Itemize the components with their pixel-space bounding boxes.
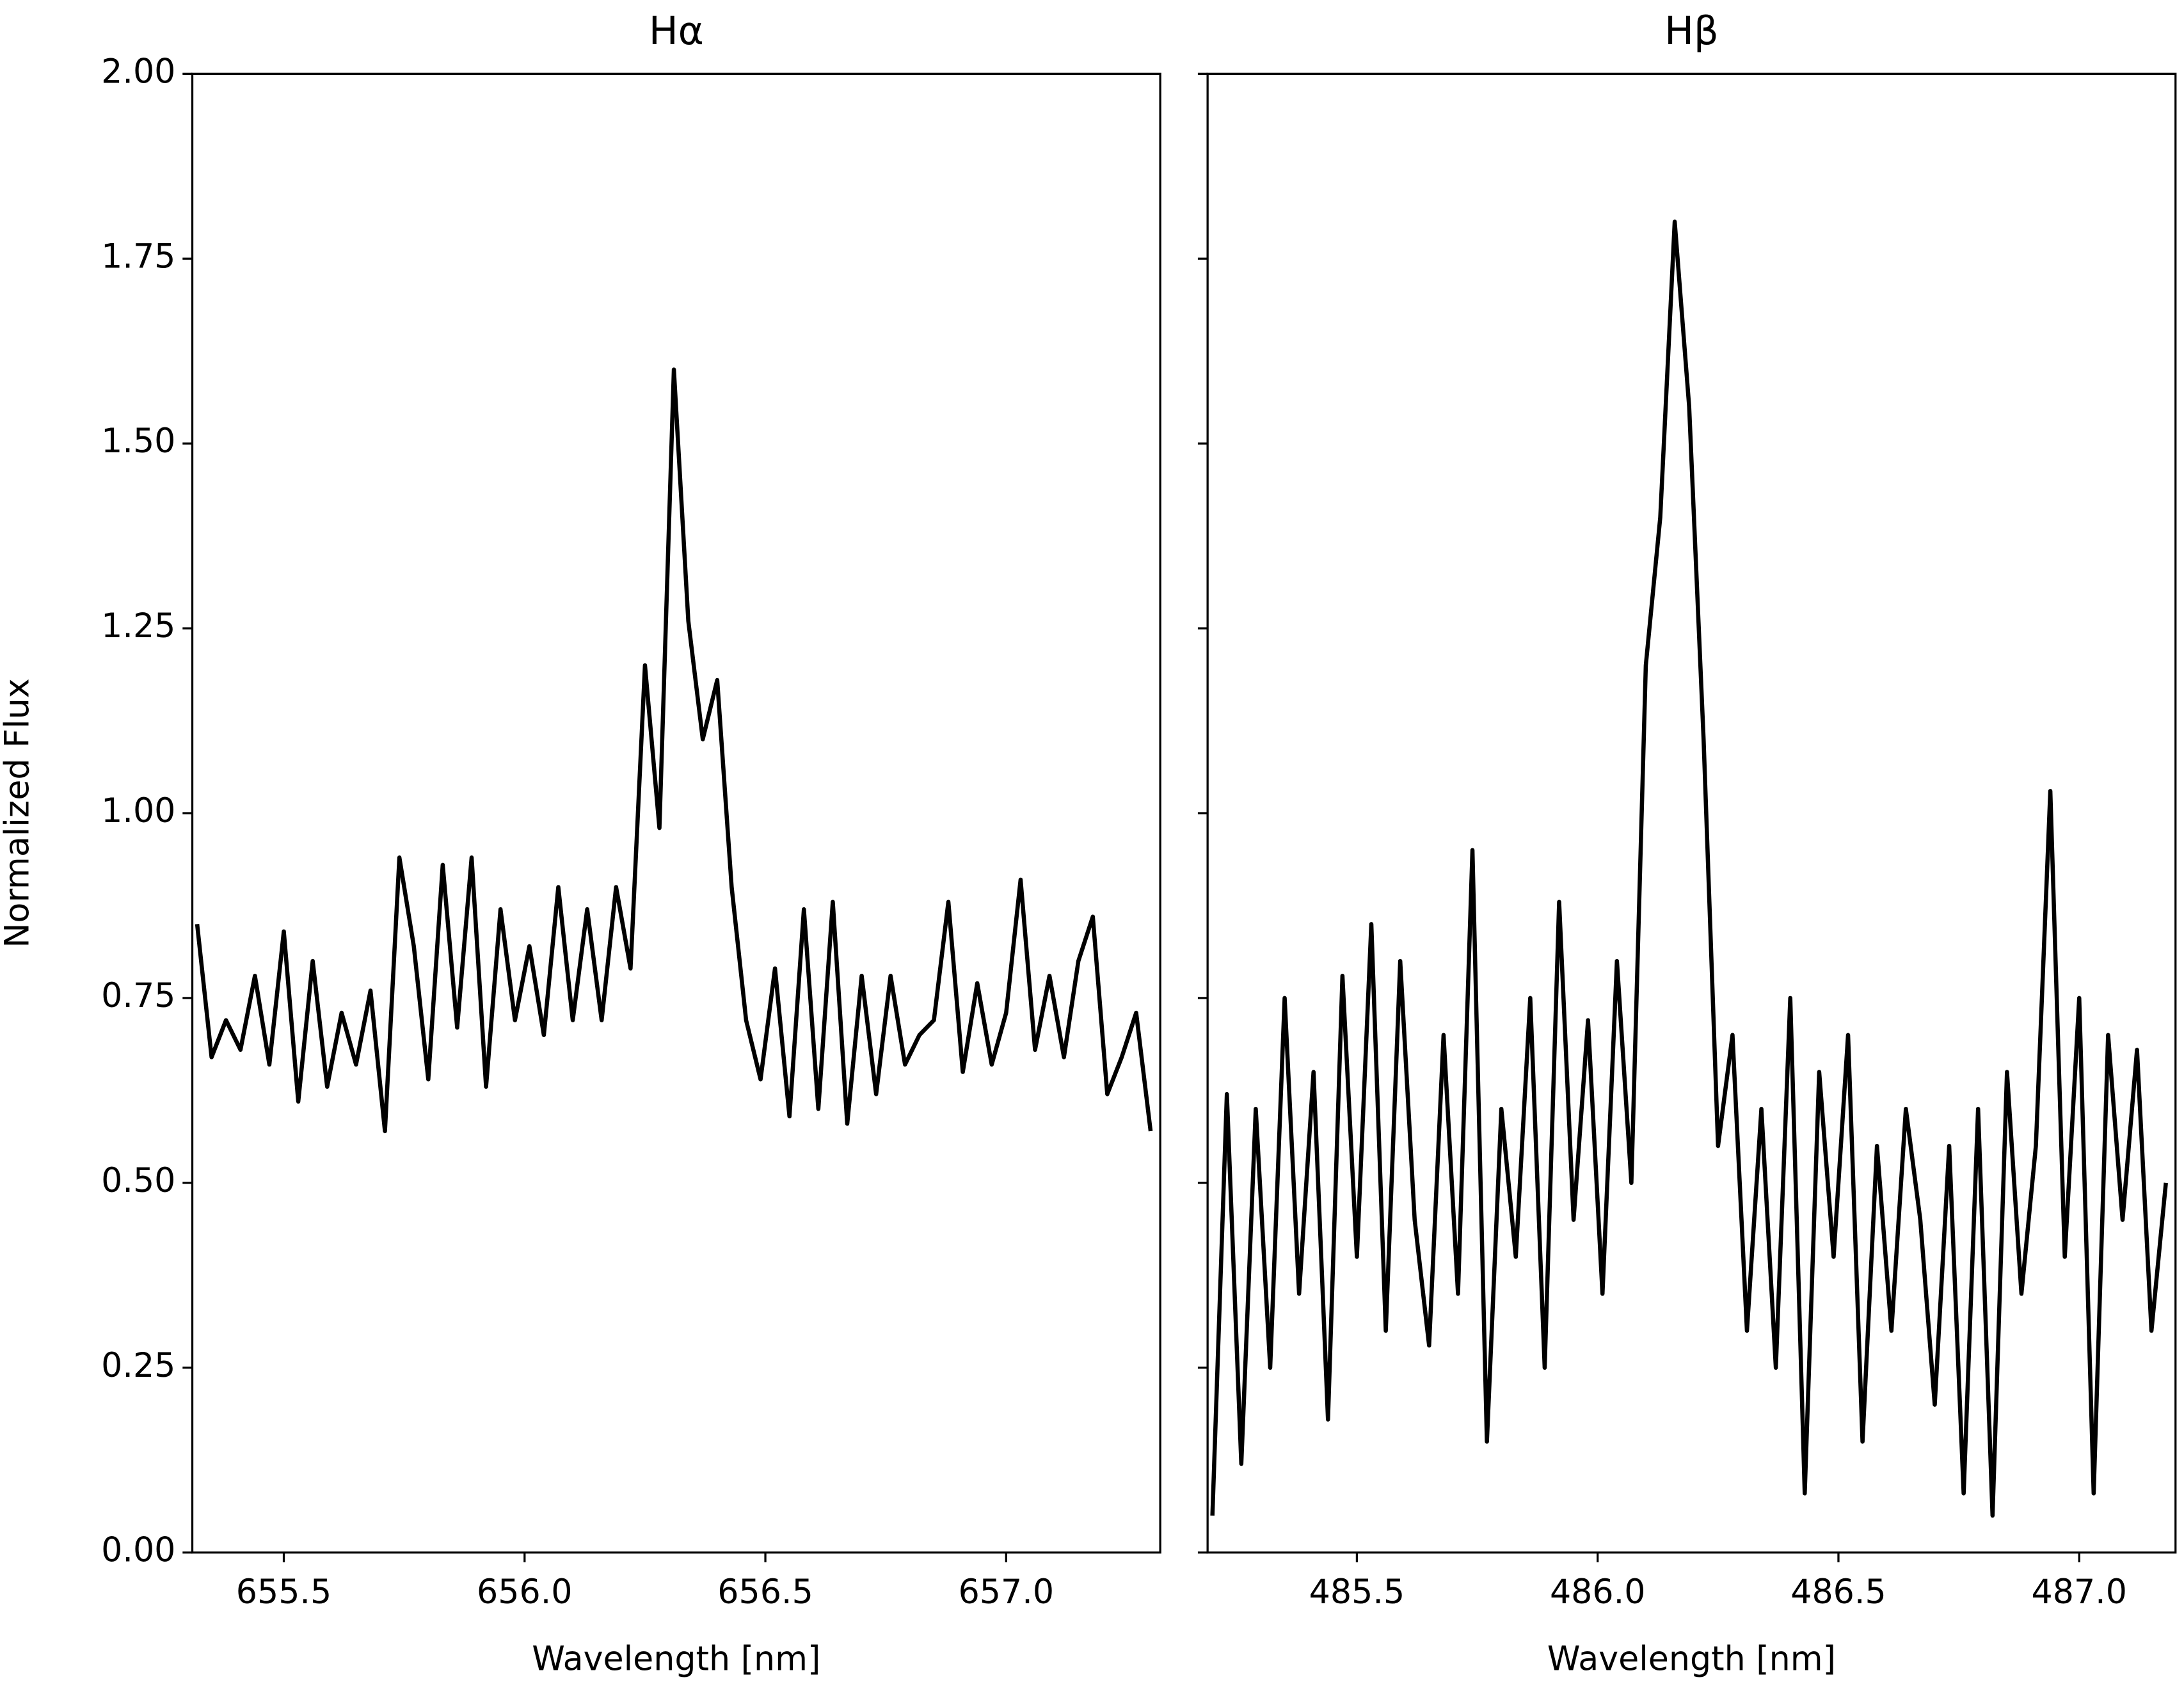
y-tick-label: 0.75 (101, 977, 175, 1015)
y-tick-label: 1.25 (101, 607, 175, 646)
x-tick-label: 656.5 (717, 1573, 813, 1612)
plot-frame (191, 72, 1161, 1554)
y-tick-label: 2.00 (101, 52, 175, 91)
x-axis-label: Wavelength [nm] (1547, 1640, 1836, 1678)
x-tick-label: 655.5 (236, 1573, 331, 1612)
x-tick-label: 486.0 (1550, 1573, 1646, 1612)
y-tick-label: 0.00 (101, 1532, 175, 1570)
y-tick-label: 1.75 (101, 237, 175, 276)
y-tick-label: 0.25 (101, 1347, 175, 1385)
y-tick-label: 0.50 (101, 1162, 175, 1200)
y-tick-label: 1.50 (101, 422, 175, 461)
x-tick-label: 487.0 (2031, 1573, 2126, 1612)
x-axis-label: Wavelength [nm] (532, 1640, 820, 1678)
y-tick-label: 1.00 (101, 792, 175, 830)
x-tick-label: 486.5 (1790, 1573, 1886, 1612)
panel-title: Hβ (1664, 8, 1719, 54)
panel-title: Hα (649, 8, 704, 54)
x-tick-label: 656.0 (477, 1573, 573, 1612)
plot-frame (1206, 72, 2177, 1554)
x-tick-label: 485.5 (1309, 1573, 1405, 1612)
x-tick-label: 657.0 (959, 1573, 1055, 1612)
spectrum-line (1210, 219, 2168, 1518)
spectrum-line (195, 367, 1153, 1134)
y-axis-label: Normalized Flux (0, 678, 37, 948)
